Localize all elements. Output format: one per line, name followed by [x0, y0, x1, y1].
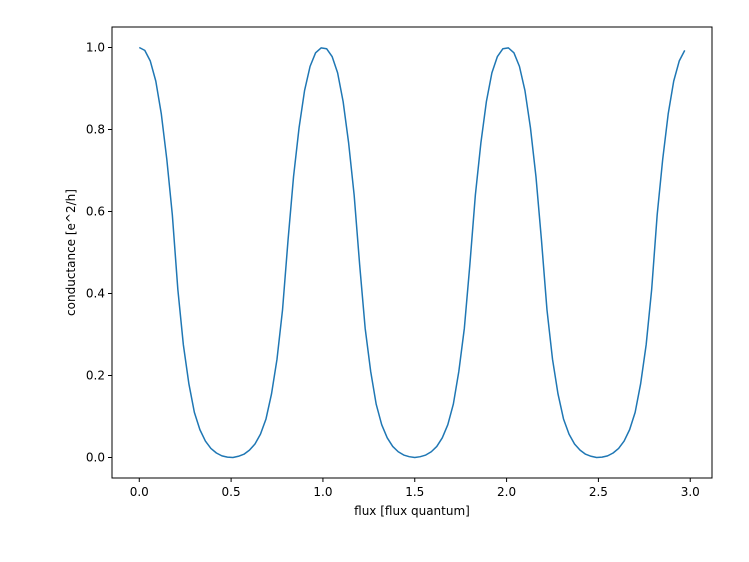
x-tick-label: 1.0 [313, 485, 332, 499]
y-tick-label: 0.6 [86, 205, 105, 219]
x-tick-label: 2.0 [497, 485, 516, 499]
line [138, 46, 686, 459]
y-tick-label: 0.8 [86, 123, 105, 137]
x-tick-label: 2.5 [589, 485, 608, 499]
x-axis-label: flux [flux quantum] [354, 504, 470, 518]
axes-frame [111, 26, 713, 479]
x-tick-label: 0.0 [130, 485, 149, 499]
y-tick-label: 1.0 [86, 41, 105, 55]
x-tick-label: 0.5 [222, 485, 241, 499]
y-tick-label: 0.2 [86, 369, 105, 383]
x-tick-label: 3.0 [681, 485, 700, 499]
y-tick-label: 0.0 [86, 451, 105, 465]
y-tick-label: 0.4 [86, 287, 105, 301]
x-tick-label: 1.5 [405, 485, 424, 499]
y-axis-label: conductance [e^2/h] [64, 189, 78, 316]
